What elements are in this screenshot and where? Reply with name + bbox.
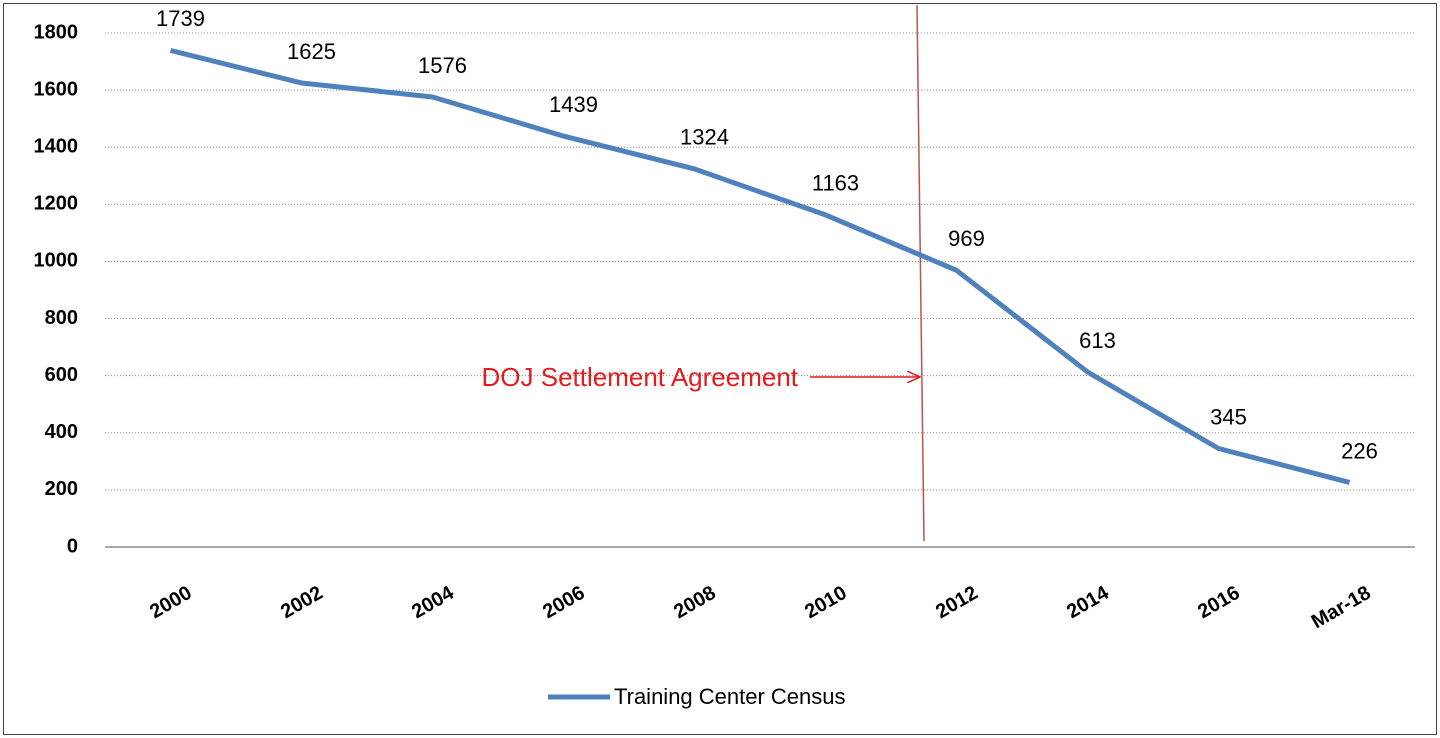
data-label: 1625 — [287, 39, 336, 64]
y-tick-label: 1800 — [34, 21, 79, 43]
data-label: 226 — [1341, 438, 1378, 463]
y-tick-label: 200 — [45, 478, 78, 500]
data-label: 613 — [1079, 328, 1116, 353]
data-label: 1576 — [418, 53, 467, 78]
chart-border — [3, 3, 1437, 735]
y-tick-label: 0 — [67, 535, 78, 557]
data-label: 1439 — [549, 92, 598, 117]
annotation: DOJ Settlement Agreement — [482, 362, 799, 392]
y-tick-label: 1000 — [34, 250, 79, 272]
data-label: 1324 — [680, 125, 729, 150]
legend-label: Training Center Census — [614, 684, 846, 709]
y-tick-label: 1600 — [34, 78, 79, 100]
data-label: 969 — [948, 226, 985, 251]
grid — [105, 32, 1415, 548]
settlement-line — [916, 4, 925, 542]
y-tick-label: 800 — [45, 307, 78, 329]
y-tick-label: 400 — [45, 421, 78, 443]
y-tick-label: 600 — [45, 364, 78, 386]
y-tick-label: 1400 — [34, 136, 79, 158]
y-tick-label: 1200 — [34, 193, 79, 215]
data-label: 1163 — [812, 171, 859, 196]
series-line — [169, 47, 1351, 485]
data-label: 345 — [1210, 404, 1247, 429]
data-label: 1739 — [156, 6, 205, 31]
